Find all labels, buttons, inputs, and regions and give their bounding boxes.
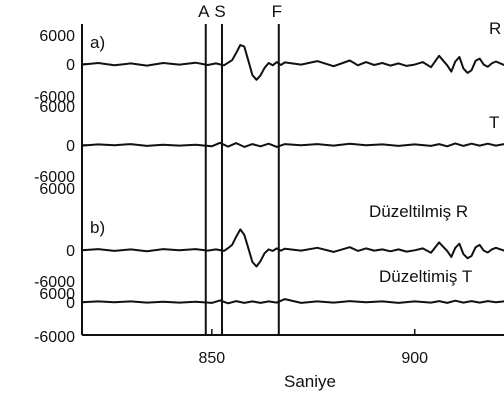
y-tick-label: 0: [66, 243, 75, 260]
trace-1: [81, 44, 504, 81]
marker-label-s: S: [214, 2, 225, 21]
trace-2: [81, 141, 504, 148]
marker-label-a: A: [198, 2, 210, 21]
trace-3: [81, 228, 504, 268]
y-tick-label: 6000: [39, 286, 75, 303]
y-tick-label: 6000: [39, 99, 75, 116]
trace-label-2: T: [489, 113, 499, 132]
panel-tag-b: b): [90, 218, 105, 237]
marker-label-f: F: [272, 2, 282, 21]
x-tick-label: 850: [198, 350, 225, 367]
trace-label-1: R: [489, 19, 501, 38]
y-tick-label: -6000: [34, 169, 75, 186]
y-tick-label: -6000: [34, 329, 75, 346]
x-axis-title: Saniye: [284, 372, 336, 391]
trace-label-4: Düzeltimiş T: [379, 267, 472, 286]
y-tick-label: 6000: [39, 181, 75, 198]
trace-4: [81, 298, 504, 305]
y-tick-label: 6000: [39, 28, 75, 45]
y-tick-label: -6000: [34, 89, 75, 106]
y-tick-label: 0: [66, 138, 75, 155]
y-tick-label: -6000: [34, 274, 75, 291]
trace-label-3: Düzeltilmiş R: [369, 202, 468, 221]
x-tick-label: 900: [401, 350, 428, 367]
panel-tag-a: a): [90, 33, 105, 52]
y-tick-label: 0: [66, 57, 75, 74]
y-tick-label: 0: [66, 295, 75, 312]
